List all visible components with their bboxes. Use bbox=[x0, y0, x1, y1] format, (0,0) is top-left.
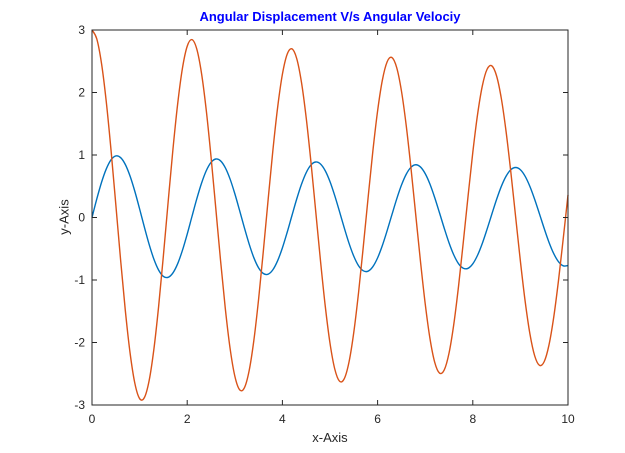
x-axis-ticks: 0 2 4 6 8 10 bbox=[89, 30, 575, 426]
y-tick-label: 0 bbox=[78, 211, 85, 225]
x-tick-label: 0 bbox=[89, 412, 96, 426]
x-tick-label: 2 bbox=[184, 412, 191, 426]
x-tick-label: 10 bbox=[561, 412, 575, 426]
y-axis-ticks: -3 -2 -1 0 1 2 3 bbox=[74, 23, 568, 412]
y-tick-label: -2 bbox=[74, 336, 85, 350]
y-tick-label: 3 bbox=[78, 23, 85, 37]
x-tick-label: 4 bbox=[279, 412, 286, 426]
x-tick-label: 6 bbox=[374, 412, 381, 426]
y-tick-label: 1 bbox=[78, 148, 85, 162]
y-tick-label: -1 bbox=[74, 273, 85, 287]
y-axis-label: y-Axis bbox=[56, 199, 72, 235]
chart-title: Angular Displacement V/s Angular Velociy bbox=[199, 9, 461, 24]
plot-area bbox=[91, 29, 569, 401]
y-tick-label: -3 bbox=[74, 398, 85, 412]
displacement-line bbox=[91, 155, 569, 279]
y-tick-label: 2 bbox=[78, 86, 85, 100]
x-tick-label: 8 bbox=[469, 412, 476, 426]
x-axis-label: x-Axis bbox=[312, 430, 348, 445]
velocity-line bbox=[91, 29, 569, 401]
axes-box bbox=[91, 29, 569, 406]
